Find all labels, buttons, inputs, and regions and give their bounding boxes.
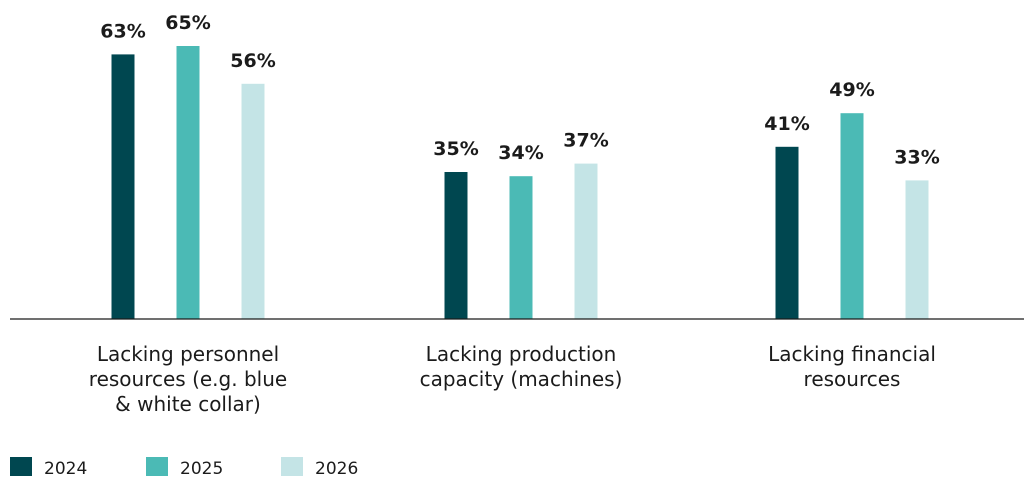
bar-2024-1 xyxy=(111,54,135,320)
category-labels-layer: Lacking personnel resources (e.g. blue & w… xyxy=(89,342,936,416)
bar-2025-1 xyxy=(176,46,200,319)
legend-label-2025: 2025 xyxy=(180,459,223,477)
legend: 2024 2025 2026 xyxy=(10,457,358,477)
bar-2025-3 xyxy=(840,113,864,319)
bar-2026-2 xyxy=(574,163,598,319)
category-label-3: Lacking financial resources xyxy=(768,342,936,391)
value-label-2025-2: 34% xyxy=(498,142,543,164)
bar-2025-2 xyxy=(509,176,533,319)
legend-label-2026: 2026 xyxy=(315,459,358,477)
bar-2024-3 xyxy=(775,146,799,319)
value-label-2026-1: 56% xyxy=(230,50,275,72)
legend-swatch-2026 xyxy=(281,457,303,476)
category-label-2: Lacking production capacity (machines) xyxy=(420,342,623,391)
legend-swatch-2024 xyxy=(10,457,32,476)
bar-2024-2 xyxy=(444,172,468,319)
value-label-2026-3: 33% xyxy=(894,146,939,168)
category-label-1: Lacking personnel resources (e.g. blue & w… xyxy=(89,342,287,416)
value-label-2024-1: 63% xyxy=(100,20,145,42)
value-label-2025-1: 65% xyxy=(165,12,210,34)
value-label-2025-3: 49% xyxy=(829,79,874,101)
value-labels-layer: 63% 35% 41% 65% 34% 49% 56% 37% 33% xyxy=(100,12,939,168)
bars-layer xyxy=(111,46,929,320)
legend-swatch-2025 xyxy=(146,457,168,476)
legend-label-2024: 2024 xyxy=(44,459,87,477)
value-label-2024-3: 41% xyxy=(764,113,809,135)
value-label-2024-2: 35% xyxy=(433,138,478,160)
value-label-2026-2: 37% xyxy=(563,130,608,152)
bar-2026-1 xyxy=(241,83,265,319)
bar-2026-3 xyxy=(905,180,929,319)
